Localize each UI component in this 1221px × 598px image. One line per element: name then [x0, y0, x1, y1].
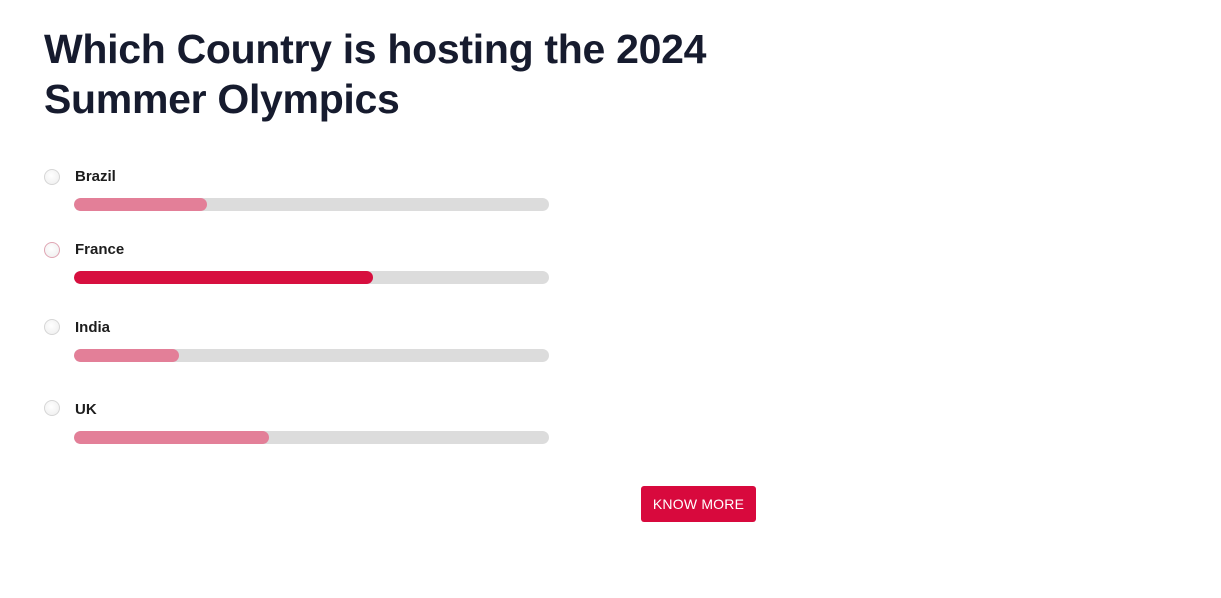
result-fill-brazil	[74, 198, 207, 211]
result-bar-uk	[74, 431, 549, 444]
poll-container: Which Country is hosting the 2024 Summer…	[44, 24, 764, 124]
result-bar-france	[74, 271, 549, 284]
poll-option-brazil[interactable]: Brazil	[44, 168, 564, 228]
poll-option-uk[interactable]: UK	[44, 400, 564, 460]
result-fill-india	[74, 349, 179, 362]
option-label-brazil: Brazil	[75, 168, 116, 185]
result-bar-brazil	[74, 198, 549, 211]
poll-option-india[interactable]: India	[44, 319, 564, 379]
result-fill-uk	[74, 431, 269, 444]
know-more-button[interactable]: KNOW MORE	[641, 486, 756, 522]
option-label-india: India	[75, 319, 111, 336]
result-bar-india	[74, 349, 549, 362]
result-fill-france	[74, 271, 374, 284]
radio-india[interactable]	[44, 319, 60, 335]
option-label-france: France	[75, 241, 125, 258]
radio-brazil[interactable]	[44, 169, 60, 185]
poll-option-france[interactable]: France	[44, 241, 564, 301]
radio-uk[interactable]	[44, 400, 60, 416]
poll-question: Which Country is hosting the 2024 Summer…	[44, 26, 707, 122]
radio-france[interactable]	[44, 242, 60, 258]
option-label-uk: UK	[75, 401, 97, 418]
